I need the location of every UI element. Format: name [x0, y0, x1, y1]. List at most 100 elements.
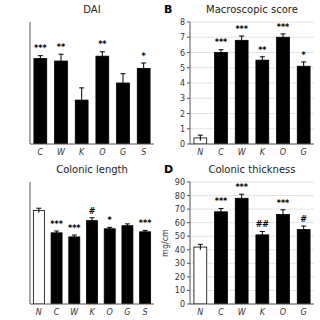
error-cap — [239, 194, 244, 195]
error-bar — [38, 56, 43, 62]
error-line — [102, 52, 103, 61]
error-line — [200, 135, 201, 140]
y-tick-label: 6 — [180, 49, 185, 58]
x-tick-label: N — [197, 308, 203, 317]
significance-marker: *** — [50, 220, 63, 229]
bar — [256, 60, 269, 144]
x-axis-line — [190, 144, 314, 145]
panel: Colonic length******#****NCWKOGS — [30, 164, 154, 317]
plot-area — [194, 194, 310, 304]
significance-marker: ## — [256, 220, 270, 229]
error-cap — [219, 208, 224, 209]
error-cap — [59, 54, 64, 55]
y-tick-label: 7 — [180, 33, 185, 42]
error-line — [221, 208, 222, 215]
error-line — [241, 36, 242, 45]
grid-line — [190, 222, 314, 223]
grid-line — [190, 236, 314, 237]
y-tick-label: 50 — [175, 232, 185, 241]
error-bar — [281, 34, 286, 41]
error-bar — [260, 57, 265, 64]
bar — [96, 56, 109, 144]
x-axis-line — [30, 144, 154, 145]
error-cap — [198, 244, 203, 245]
x-tick-label: G — [124, 308, 130, 317]
x-tick-label: W — [238, 308, 247, 317]
significance-marker: *** — [235, 25, 248, 34]
error-bar — [143, 230, 148, 233]
error-bar — [72, 235, 77, 239]
error-bar — [301, 62, 306, 71]
error-cap — [260, 56, 265, 57]
error-bar — [219, 50, 224, 55]
y-axis-line — [190, 182, 191, 304]
title: Colonic thickness — [208, 164, 295, 175]
y-tick-label: 60 — [175, 219, 185, 228]
x-tick-label: S — [141, 148, 146, 157]
error-line — [283, 34, 284, 41]
grid-line — [190, 144, 314, 145]
y-tick-label: 3 — [180, 94, 185, 103]
significance-marker: # — [300, 215, 307, 224]
x-tick-label: K — [79, 148, 85, 157]
x-tick-label: N — [197, 148, 203, 157]
y-axis-line — [190, 22, 191, 144]
y-tick-label: 70 — [175, 205, 185, 214]
error-line — [303, 226, 304, 233]
bar — [235, 40, 248, 144]
error-cap — [100, 51, 105, 52]
x-tick-label: G — [301, 148, 307, 157]
y-tick-label: 4 — [180, 79, 185, 88]
grid-line — [190, 290, 314, 291]
error-line — [74, 235, 75, 239]
grid-line — [190, 98, 314, 99]
panel: DAI********CWKOGS — [30, 4, 154, 157]
grid-line — [190, 22, 314, 23]
y-tick-label: 1 — [180, 125, 185, 134]
y-tick-label: 2 — [180, 110, 185, 119]
significance-marker: * — [142, 52, 147, 61]
bar — [235, 198, 248, 304]
bar — [34, 59, 47, 144]
bar — [33, 210, 44, 304]
error-line — [221, 50, 222, 55]
y-tick-label: 30 — [175, 259, 185, 268]
y-axis-line — [30, 22, 31, 144]
grid-line — [190, 83, 314, 84]
y-tick-label: 40 — [175, 246, 185, 255]
error-line — [262, 57, 263, 64]
error-cap — [54, 231, 59, 232]
error-bar — [239, 36, 244, 45]
bar — [87, 221, 98, 304]
bar — [215, 53, 228, 145]
x-tick-label: W — [57, 148, 66, 157]
plot-area — [34, 52, 150, 144]
x-tick-label: O — [107, 308, 113, 317]
error-bar — [281, 210, 286, 219]
grid-line — [190, 263, 314, 264]
y-tick-label: 10 — [175, 286, 185, 295]
significance-marker: *** — [215, 197, 228, 206]
error-cap — [121, 73, 126, 74]
error-cap — [301, 226, 306, 227]
y-tick-label: 8 — [180, 18, 185, 27]
x-tick-label: C — [38, 148, 44, 157]
error-bar — [141, 63, 146, 74]
bar — [194, 247, 207, 304]
error-line — [200, 244, 201, 249]
panel: Macroscopic scoreB012345678************N… — [164, 3, 314, 157]
x-axis-line — [190, 304, 314, 305]
panel-label: B — [164, 3, 172, 16]
error-cap — [143, 230, 148, 231]
error-line — [143, 63, 144, 74]
significance-marker: # — [89, 207, 96, 216]
bar — [104, 229, 115, 304]
title: Colonic length — [56, 164, 128, 175]
error-bar — [260, 231, 265, 238]
grid-line — [190, 37, 314, 38]
error-cap — [260, 231, 265, 232]
grid-line — [190, 67, 314, 68]
bar — [297, 66, 310, 144]
x-tick-label: G — [301, 308, 307, 317]
error-bar — [90, 218, 95, 224]
